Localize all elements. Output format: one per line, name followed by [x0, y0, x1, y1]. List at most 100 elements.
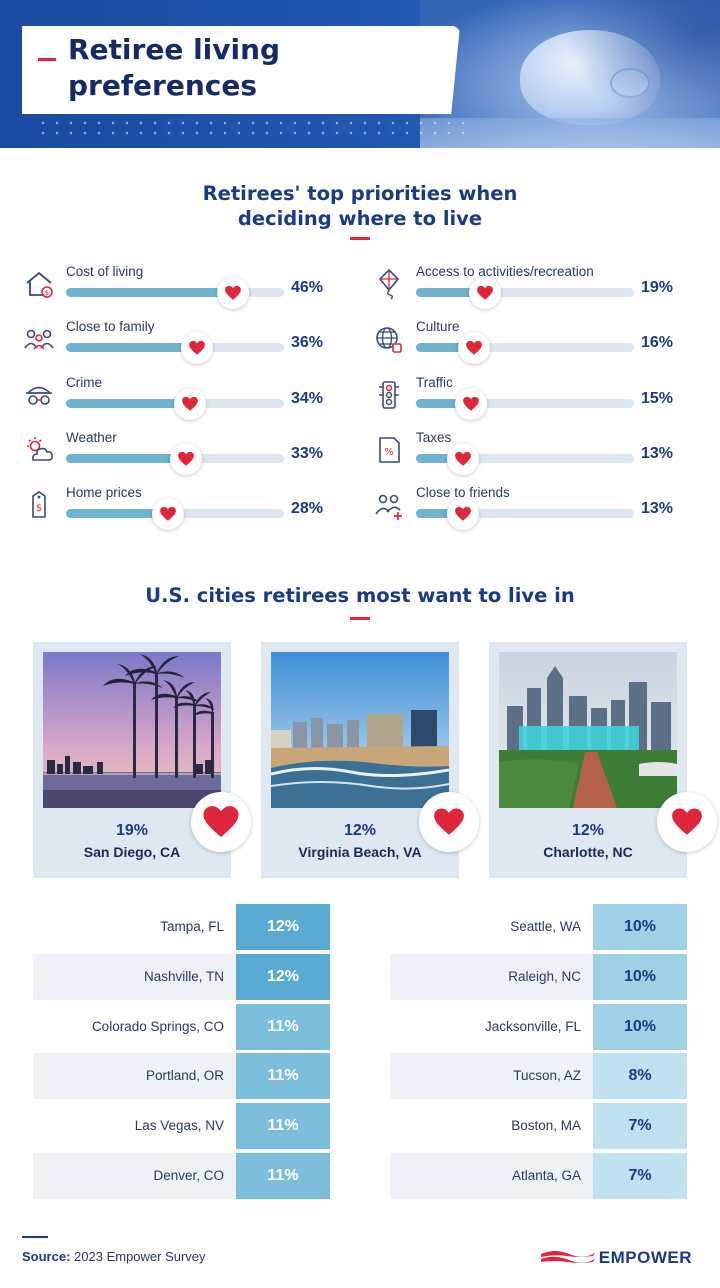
source-label: Source:	[22, 1249, 71, 1264]
priority-bar-track	[66, 277, 284, 309]
city-row-name: Tampa, FL	[160, 919, 224, 934]
priority-bar-knob	[469, 277, 501, 309]
priority-label: Close to friends	[416, 485, 510, 500]
priority-icon-wrap	[372, 267, 406, 301]
heart-icon	[463, 396, 479, 411]
house-dollar-icon: $	[26, 271, 53, 298]
priority-bar-track	[416, 277, 634, 309]
cities-title: U.S. cities retirees most want to live i…	[145, 584, 575, 607]
decorative-dots	[36, 118, 466, 140]
heart-icon	[178, 451, 194, 466]
family-icon	[24, 329, 54, 350]
city-row-name: Colorado Springs, CO	[91, 1018, 224, 1034]
city-row: Boston, MA 7%	[390, 1103, 687, 1150]
city-card-name: Charlotte, NC	[543, 844, 633, 860]
city-row-value: 11%	[236, 1003, 330, 1050]
cities-accent	[350, 617, 370, 620]
priority-icon-wrap: %	[372, 433, 406, 467]
priority-bar-track	[66, 442, 284, 475]
page-title: Retiree living preferences	[68, 33, 281, 102]
city-skyline-park-image	[499, 652, 677, 808]
priority-icon-wrap	[22, 433, 56, 467]
kite-icon	[378, 268, 400, 300]
empower-logo: EMPOWER	[539, 1248, 692, 1268]
priority-label: Home prices	[66, 485, 142, 500]
traffic-light-icon	[379, 380, 399, 409]
priority-bar-knob	[455, 387, 487, 420]
priority-bar-knob	[217, 277, 249, 309]
source-note: Source: 2023 Empower Survey	[22, 1249, 206, 1264]
priority-item: Crime 34%	[22, 375, 332, 425]
heart-icon	[455, 451, 471, 466]
priority-icon-wrap	[372, 378, 406, 412]
priority-bar-fill	[416, 509, 463, 518]
priority-label: Close to family	[66, 319, 155, 335]
source-text: 2023 Empower Survey	[74, 1249, 206, 1264]
sun-cloud-icon	[27, 436, 53, 461]
heart-icon	[455, 506, 471, 521]
priority-bar-knob	[447, 442, 479, 475]
priority-item: Weather 33%	[22, 430, 332, 480]
priority-bar-fill	[416, 453, 463, 463]
priority-bar-fill	[416, 288, 485, 297]
priority-bar-knob	[174, 387, 206, 420]
priority-bar-track	[416, 387, 634, 420]
priority-value: 19%	[641, 279, 674, 296]
city-row-name: Jacksonville, FL	[484, 1018, 581, 1034]
svg-text:%: %	[384, 447, 394, 458]
heart-icon	[466, 341, 482, 355]
priority-bar-knob	[152, 498, 184, 530]
priority-item: % Taxes 13%	[372, 430, 682, 480]
city-row: Raleigh, NC 10%	[390, 953, 687, 1000]
priority-bar-knob	[458, 332, 490, 365]
heart-icon	[672, 808, 702, 835]
priority-item: $ Cost of living 46%	[22, 264, 332, 314]
city-card-heart	[419, 792, 479, 852]
title-card	[22, 26, 460, 114]
city-row-value: 12%	[236, 904, 330, 950]
city-card: 19% San Diego, CA	[33, 642, 251, 878]
priority-item: Traffic 15%	[372, 375, 682, 425]
city-row: Jacksonville, FL 10%	[390, 1003, 687, 1050]
city-row-name: Seattle, WA	[510, 919, 581, 934]
heart-icon	[225, 285, 241, 300]
empower-flag-icon	[540, 1251, 595, 1263]
priorities-title: Retirees' top priorities when deciding w…	[0, 181, 720, 231]
city-photo	[499, 652, 677, 808]
priority-bar-fill	[416, 398, 471, 408]
city-row-name: Raleigh, NC	[508, 968, 581, 984]
city-row-value: 7%	[593, 1103, 687, 1150]
priority-icon-wrap	[22, 378, 56, 412]
heart-icon	[182, 396, 198, 411]
city-card-heart	[191, 792, 251, 852]
footer-rule	[22, 1236, 48, 1238]
city-row: Atlanta, GA 7%	[390, 1153, 687, 1199]
beach-skyline-image	[271, 652, 449, 808]
city-row: Las Vegas, NV 11%	[33, 1103, 330, 1150]
priority-item: $ Home prices 28%	[22, 485, 332, 535]
priority-label: Traffic	[416, 374, 453, 390]
priority-label: Taxes	[416, 429, 452, 445]
priority-item: Access to activities/recreation 19%	[372, 264, 682, 314]
city-photo	[271, 652, 449, 808]
priority-label: Weather	[66, 429, 117, 445]
priority-icon-wrap	[372, 488, 406, 522]
priority-value: 46%	[291, 279, 324, 296]
city-row-name: Atlanta, GA	[511, 1168, 581, 1183]
city-row-value: 10%	[593, 1003, 687, 1050]
priority-item: Close to friends 13%	[372, 485, 682, 535]
city-row-value: 11%	[236, 1053, 330, 1100]
priority-value: 13%	[641, 444, 674, 462]
city-row-value: 11%	[236, 1103, 330, 1150]
priority-bar-fill	[66, 509, 168, 518]
city-row-name: Boston, MA	[511, 1118, 581, 1134]
priority-value: 33%	[291, 444, 324, 462]
title-accent	[38, 58, 56, 61]
heart-icon	[160, 506, 176, 521]
city-card-heart	[657, 792, 717, 852]
city-row-name: Portland, OR	[145, 1068, 224, 1084]
city-row-name: Nashville, TN	[143, 968, 224, 984]
city-card-value: 12%	[571, 822, 605, 839]
priority-icon-wrap: $	[22, 267, 56, 301]
city-row: Tampa, FL 12%	[33, 904, 330, 950]
